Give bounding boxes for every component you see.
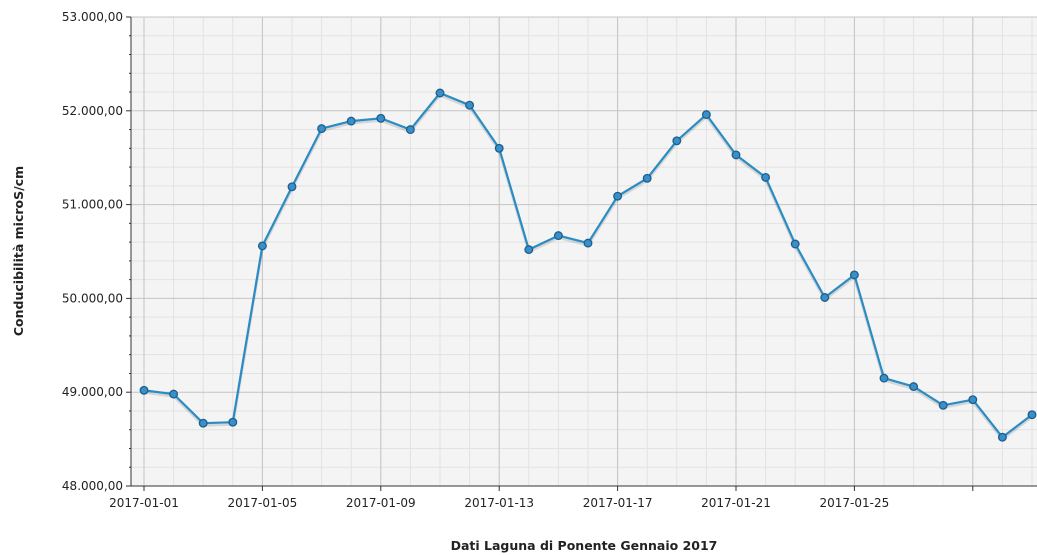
data-point — [938, 400, 948, 410]
data-point — [317, 124, 327, 134]
data-point — [820, 293, 830, 302]
data-point — [879, 373, 889, 383]
x-tick-label: 2017-01-17 — [583, 496, 653, 510]
data-point — [198, 418, 208, 428]
data-point — [613, 191, 623, 201]
major-gridlines — [131, 16, 1037, 487]
data-point — [287, 182, 297, 192]
y-tick-label: 50.000,00 — [62, 291, 123, 305]
x-tick-label: 2017-01-25 — [820, 496, 890, 510]
data-point — [435, 88, 445, 98]
data-point — [524, 245, 534, 255]
data-point — [257, 241, 267, 251]
data-point — [731, 150, 741, 160]
data-point — [346, 116, 356, 126]
data-point — [583, 238, 593, 248]
y-tick-label: 48.000,00 — [62, 479, 123, 493]
data-point — [909, 382, 919, 392]
data-point — [997, 432, 1007, 442]
data-point — [494, 143, 504, 153]
y-tick-label: 52.000,00 — [62, 104, 123, 118]
data-point — [672, 136, 682, 146]
x-tick-label: 2017-01-05 — [228, 496, 298, 510]
data-point — [790, 239, 800, 249]
data-point — [968, 395, 978, 405]
data-point — [642, 173, 652, 183]
data-point — [1027, 410, 1037, 420]
data-point — [139, 385, 149, 395]
points-layer — [139, 88, 1037, 442]
data-point — [701, 110, 711, 120]
x-axis-title: Dati Laguna di Ponente Gennaio 2017 — [451, 538, 718, 553]
x-tick-label: 2017-01-01 — [109, 496, 179, 510]
data-point — [228, 417, 238, 427]
y-tick-label: 51.000,00 — [62, 198, 123, 212]
data-point — [465, 100, 475, 110]
y-tick-label: 53.000,00 — [62, 10, 123, 24]
x-tick-label: 2017-01-13 — [464, 496, 534, 510]
data-point — [849, 270, 859, 280]
data-point — [169, 389, 179, 399]
axes — [130, 17, 1037, 487]
data-point — [405, 125, 415, 135]
y-axis-ticks: 48.000,00 49.000,00 50.000,00 51.000,00 52.0… — [62, 10, 131, 493]
plot-area — [131, 17, 1037, 486]
data-point — [553, 231, 563, 241]
minor-gridlines — [131, 17, 1037, 486]
x-axis-ticks: 2017-01-01 2017-01-05 2017-01-09 2017-01-13… — [109, 486, 974, 510]
data-point — [376, 113, 386, 123]
x-tick-label: 2017-01-21 — [701, 496, 771, 510]
y-tick-label: 49.000,00 — [62, 385, 123, 399]
y-axis-title: Conducibilità microS/cm — [11, 166, 26, 336]
x-tick-label: 2017-01-09 — [346, 496, 416, 510]
data-point — [761, 172, 771, 182]
